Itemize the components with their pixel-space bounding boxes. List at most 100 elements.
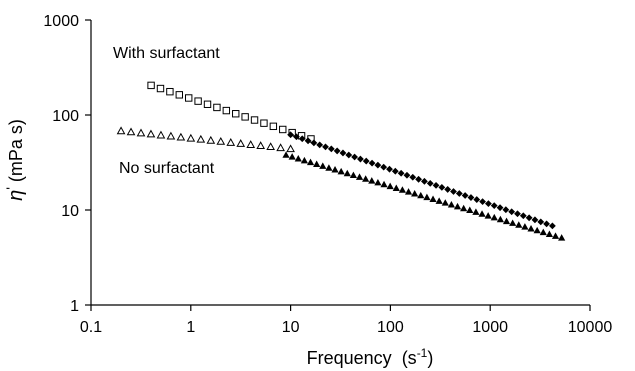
marker-no_filled	[466, 206, 474, 214]
marker-no_filled	[362, 175, 370, 182]
marker-no_filled	[496, 215, 505, 223]
marker-no_filled	[429, 195, 437, 202]
marker-with_filled	[461, 192, 469, 199]
marker-with_filled	[549, 222, 556, 230]
marker-no_filled	[551, 232, 560, 239]
marker-no_open	[246, 140, 256, 148]
marker-no_filled	[374, 178, 382, 186]
marker-with_filled	[409, 173, 417, 181]
marker-with_filled	[467, 194, 475, 201]
marker-no_filled	[423, 193, 431, 201]
marker-no_filled	[441, 199, 449, 206]
marker-with_filled	[374, 161, 382, 169]
marker-no_open	[226, 138, 236, 146]
marker-no_filled	[447, 201, 456, 208]
marker-with_filled	[298, 135, 306, 143]
marker-no_filled	[509, 219, 517, 226]
markers	[116, 81, 566, 241]
marker-no_filled	[368, 177, 376, 184]
marker-with_open	[166, 87, 174, 96]
marker-no_filled	[515, 221, 523, 228]
marker-with_filled	[531, 216, 539, 224]
marker-with_filled	[397, 169, 405, 177]
annotation-with-surfactant: With surfactant	[113, 45, 220, 62]
marker-no_filled	[527, 224, 535, 232]
marker-with_filled	[327, 145, 335, 153]
marker-no_filled	[558, 234, 566, 241]
marker-no_filled	[349, 171, 358, 179]
marker-with_filled	[519, 212, 527, 220]
marker-with_open	[194, 97, 202, 105]
marker-no_filled	[282, 151, 290, 158]
marker-no_filled	[453, 202, 462, 210]
marker-with_filled	[432, 181, 440, 189]
marker-no_open	[206, 135, 216, 144]
marker-with_open	[241, 113, 249, 121]
marker-no_open	[156, 130, 166, 139]
marker-no_filled	[294, 155, 302, 162]
marker-with_filled	[310, 139, 318, 147]
marker-with_filled	[380, 163, 388, 171]
marker-with_filled	[525, 214, 533, 222]
marker-with_filled	[391, 167, 399, 175]
marker-with_filled	[304, 137, 312, 145]
ticks	[85, 19, 591, 311]
marker-with_open	[260, 119, 268, 127]
marker-no_open	[146, 129, 156, 138]
marker-with_filled	[508, 208, 516, 216]
marker-no_filled	[545, 230, 554, 237]
marker-no_filled	[380, 180, 388, 188]
marker-with_open	[232, 110, 240, 118]
marker-with_filled	[345, 151, 353, 159]
marker-with_filled	[293, 133, 300, 141]
marker-no_filled	[539, 228, 547, 236]
marker-no_filled	[435, 197, 443, 204]
marker-with_filled	[351, 153, 358, 161]
x-tick-label: 1000	[472, 319, 508, 336]
marker-with_open	[269, 122, 278, 131]
marker-no_filled	[392, 184, 400, 191]
marker-with_open	[222, 106, 231, 115]
marker-with_filled	[543, 220, 550, 228]
marker-with_filled	[339, 149, 347, 157]
y-tick-label: 10	[61, 203, 79, 220]
marker-with_open	[250, 116, 259, 124]
x-tick-label: 10000	[568, 319, 613, 336]
marker-with_filled	[514, 210, 521, 218]
marker-with_filled	[357, 155, 364, 163]
marker-with_filled	[490, 202, 498, 210]
marker-no_filled	[404, 188, 413, 195]
marker-no_filled	[490, 213, 498, 221]
marker-with_open	[147, 81, 155, 90]
marker-no_filled	[288, 153, 296, 160]
marker-no_open	[176, 132, 186, 141]
marker-no_filled	[313, 160, 321, 168]
axes	[90, 20, 590, 306]
marker-no_filled	[411, 189, 419, 197]
marker-with_filled	[386, 165, 393, 173]
marker-no_open	[236, 139, 246, 147]
marker-no_filled	[484, 212, 492, 219]
marker-with_filled	[444, 186, 452, 193]
marker-no_filled	[502, 217, 511, 225]
marker-no_filled	[343, 169, 351, 177]
marker-no_open	[166, 131, 176, 140]
marker-no_filled	[398, 186, 407, 193]
marker-no_open	[266, 142, 276, 151]
marker-no_filled	[300, 156, 309, 164]
marker-with_filled	[502, 206, 510, 214]
marker-no_filled	[319, 162, 327, 169]
marker-with_filled	[333, 147, 341, 155]
marker-with_open	[156, 84, 165, 93]
marker-with_open	[213, 103, 221, 112]
marker-with_open	[175, 91, 184, 99]
y-tick-label: 100	[52, 108, 79, 125]
marker-no_open	[116, 126, 126, 135]
y-tick-label: 1	[70, 298, 79, 315]
marker-no_open	[256, 141, 266, 150]
marker-with_filled	[316, 141, 324, 149]
marker-with_filled	[287, 131, 294, 139]
marker-with_open	[185, 94, 193, 102]
x-tick-label: 0.1	[80, 319, 102, 336]
